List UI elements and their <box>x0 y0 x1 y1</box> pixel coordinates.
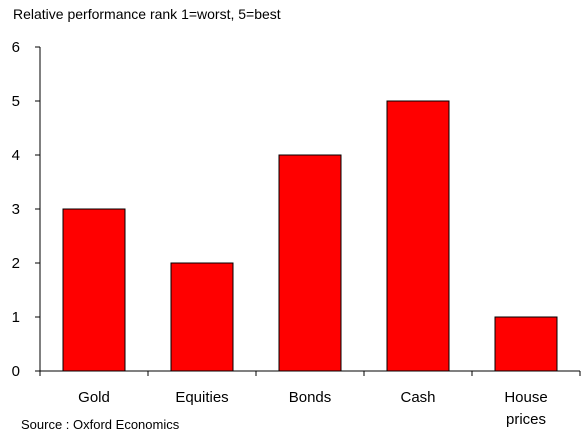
y-tick-label: 6 <box>12 39 20 56</box>
x-category-label: Cash <box>400 389 435 406</box>
bar <box>170 262 234 372</box>
x-category-label: Bonds <box>289 389 332 406</box>
bars <box>62 100 558 372</box>
y-tick-label: 4 <box>12 147 20 164</box>
y-tick-label: 2 <box>12 255 20 272</box>
bar <box>62 208 126 372</box>
bar <box>494 316 558 372</box>
y-tick-label: 3 <box>12 201 20 218</box>
y-tick-label: 1 <box>12 309 20 326</box>
y-axis: 0 1 2 3 4 5 6 <box>12 39 41 380</box>
chart-subtitle: Relative performance rank 1=worst, 5=bes… <box>13 6 281 22</box>
x-category-label: House prices <box>504 389 547 428</box>
source-note: Source : Oxford Economics <box>21 417 180 432</box>
y-tick-label: 0 <box>12 363 20 380</box>
x-axis: Gold Equities Bonds Cash House prices <box>39 370 581 428</box>
x-category-label: Equities <box>175 389 228 406</box>
bar <box>386 100 450 372</box>
x-category-label: Gold <box>78 389 110 406</box>
y-tick-label: 5 <box>12 93 20 110</box>
bar <box>278 154 342 372</box>
